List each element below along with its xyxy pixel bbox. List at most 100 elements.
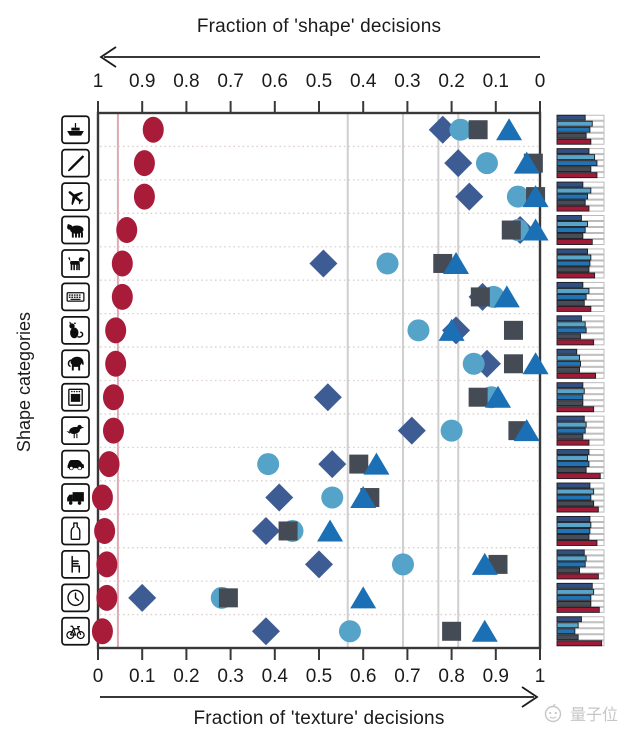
shape-axis-arrowhead-icon [99,46,117,68]
mini-bar-chart-bottle [556,516,605,546]
bottle-icon [70,522,81,541]
mini-bar-navy [556,616,582,623]
category-chair [61,550,90,579]
top-tick-label: 0.1 [483,71,509,92]
gray-squares-boat [468,120,488,140]
mini-bar-chart-boat [556,114,605,145]
mini-bar-gray [556,467,587,474]
category-cat [61,315,90,345]
red-ellipses-bicycle [91,618,113,645]
keyboard-icon [66,292,85,302]
mini-bar-cyan [556,187,592,194]
category-box [61,616,90,646]
mini-bar-cyan [556,287,590,294]
blue-triangles-bird [513,419,540,442]
mini-bar-red [556,506,599,513]
cyan-circles-boat [449,118,472,141]
red-ellipses-knife [133,150,155,177]
bottom-tick-label: 0.4 [262,666,289,687]
top-tick-label: 0.9 [129,71,155,92]
mini-bar-blue [556,528,591,534]
blue-triangles-dog [443,251,470,274]
mini-bar-red [556,540,598,546]
mini-bar-red [556,205,590,212]
mini-bar-chart-bicycle [556,616,605,647]
cyan-circles-dog [376,252,399,275]
mini-bar-gray [556,534,590,540]
mini-bar-red [556,573,599,580]
car-icon [67,459,84,471]
mini-bar-gray [556,500,595,507]
mini-bar-navy [556,449,590,456]
category-boat [61,115,90,145]
mini-bar-cyan [556,221,588,227]
category-bicycle [61,616,90,646]
bottom-tick-label: 1 [535,666,546,687]
mini-bar-gray [556,299,585,306]
gray-squares-bottle [278,521,298,541]
category-elephant [61,349,90,379]
red-ellipses-clock [96,584,118,611]
mini-bar-gray [556,199,586,206]
red-ellipses-bird [102,417,124,444]
cyan-circles-elephant [462,352,485,375]
navy-diamonds-car [318,450,347,479]
mini-bar-blue [556,360,581,367]
mini-bar-red [556,372,596,379]
mini-bar-blue [556,227,586,233]
navy-diamonds-truck [265,483,294,512]
blue-triangles-cat [438,318,465,341]
mini-bar-chart-knife [556,148,605,179]
mini-bar-chart-bear [556,215,605,245]
blue-triangles-airplane [522,185,549,208]
mini-bar-gray [556,634,579,641]
watermark: 量子位 [541,701,618,725]
top-tick-label: 0.8 [173,71,199,92]
category-box [61,550,90,579]
cyan-circles-chair [391,553,414,576]
mini-bar-cyan [556,555,587,562]
top-tick-label: 0.7 [217,71,243,92]
gray-squares-car [349,454,369,474]
mini-bar-navy [556,281,584,288]
navy-diamonds-oven [313,383,342,412]
bottom-tick-label: 0.8 [438,666,464,687]
mini-bar-red [556,640,603,647]
mini-bar-red [556,406,595,413]
bicycle-icon [66,625,85,640]
navy-diamonds-airplane [455,182,484,211]
category-dog [61,249,90,278]
bottom-tick-label: 0 [93,666,104,687]
blue-triangles-bicycle [471,619,498,642]
red-ellipses-elephant [105,350,127,377]
navy-diamonds-knife [444,149,473,178]
mini-bar-gray [556,433,584,440]
category-clock [61,583,90,613]
red-ellipses-keyboard [111,283,133,310]
texture-axis-arrowhead-icon [521,686,539,708]
red-ellipses-chair [96,551,118,578]
mini-bar-blue [556,427,586,434]
mini-bar-cyan [556,455,588,462]
mini-bar-red [556,606,600,613]
cyan-circles-car [257,453,280,476]
mini-bar-navy [556,315,582,322]
red-ellipses-dog [111,250,133,277]
mini-bar-navy [556,248,588,255]
mini-bar-red [556,473,601,480]
blue-triangles-clock [350,586,377,609]
top-tick-label: 1 [93,71,104,92]
mini-bar-blue [556,561,586,568]
bear-icon [67,224,84,238]
blue-triangles-bear [522,218,549,241]
category-bird [61,416,90,446]
mini-bar-blue [556,461,590,468]
cyan-circles-airplane [506,185,529,208]
bottom-tick-label: 0.1 [129,666,155,687]
mini-bar-blue [556,394,584,401]
mini-bar-red [556,305,592,312]
navy-diamonds-bird [397,416,426,445]
blue-triangles-bottle [317,519,344,542]
mini-bar-navy [556,415,585,422]
